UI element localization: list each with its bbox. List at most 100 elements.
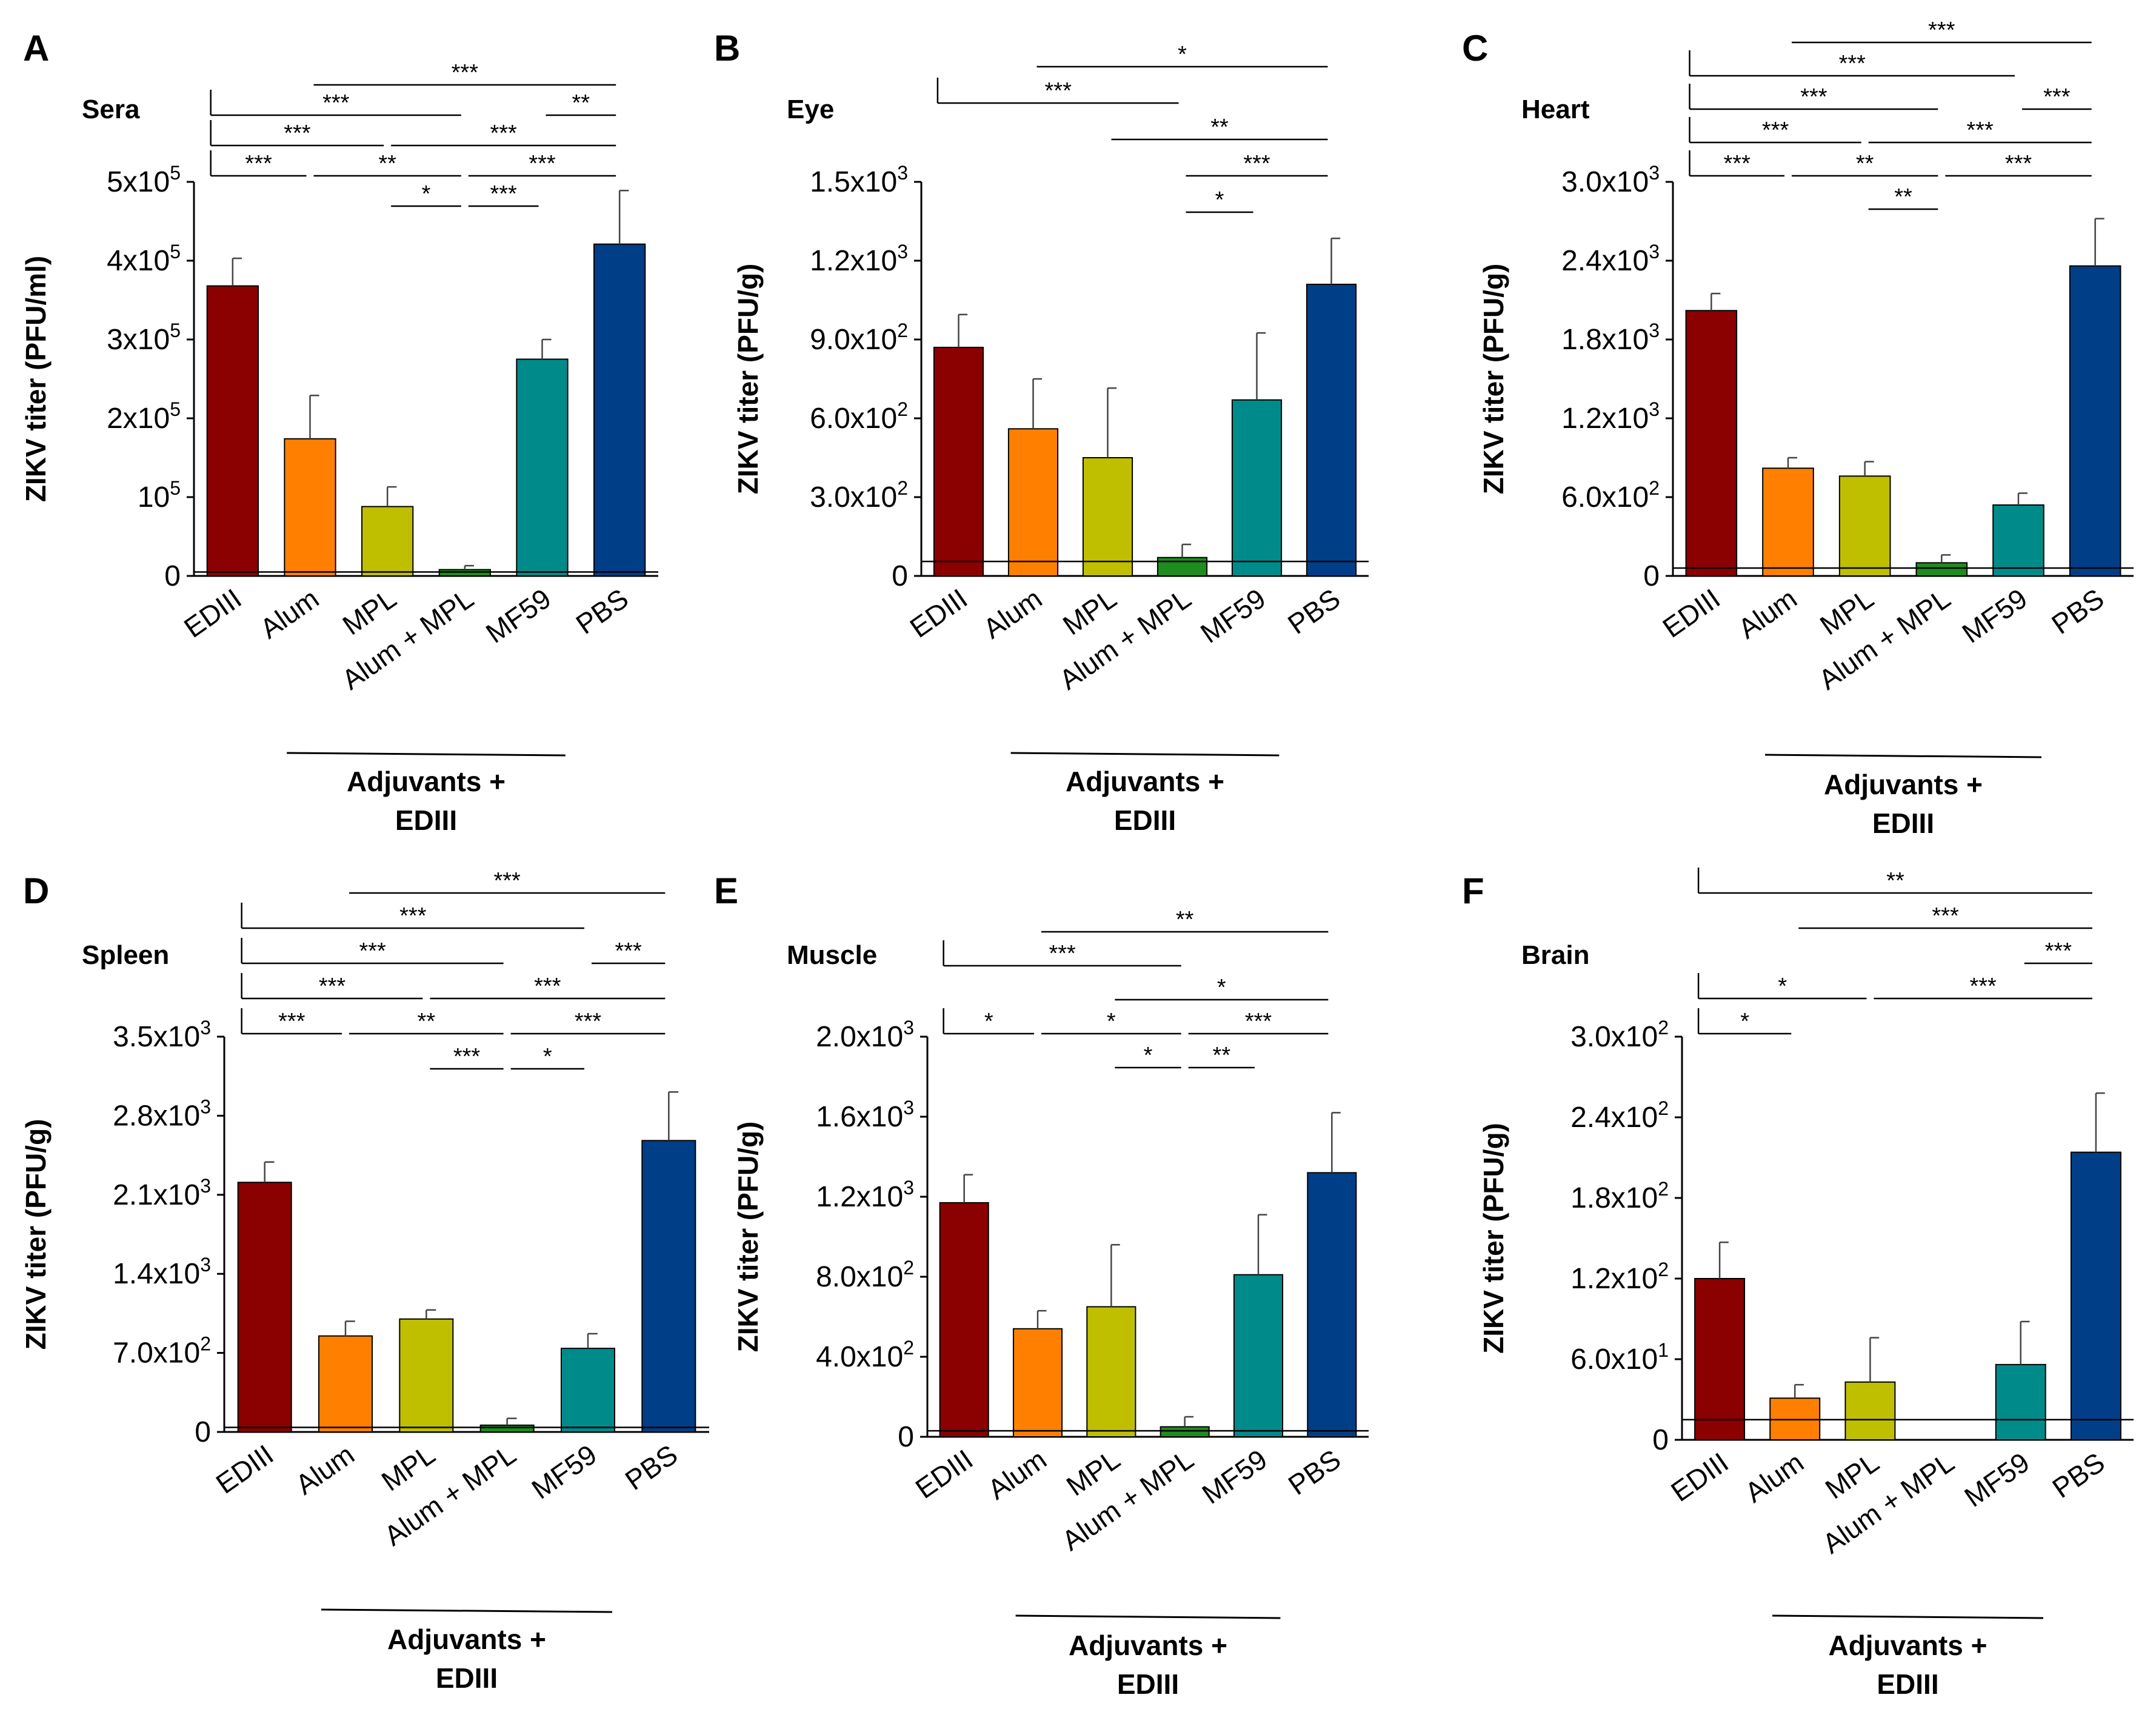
- y-tick-label: 1.2x103: [1561, 398, 1660, 435]
- group-line: [321, 1608, 613, 1613]
- panel-letter: D: [23, 871, 49, 911]
- y-tick-label: 1.5x103: [810, 162, 908, 198]
- group-label-line2: EDIII: [395, 804, 457, 836]
- significance-label: ***: [2045, 938, 2072, 964]
- y-tick-label: 1.2x103: [816, 1177, 914, 1213]
- category-label: EDIII: [904, 583, 973, 644]
- bar-mpl: [1082, 457, 1133, 577]
- significance-label: ***: [453, 1044, 481, 1069]
- significance-label: ***: [319, 974, 346, 999]
- bar-pbs: [1306, 284, 1357, 577]
- significance-label: ***: [490, 181, 517, 207]
- y-tick-label: 1.2x103: [810, 241, 908, 277]
- group-label-line2: EDIII: [1872, 808, 1934, 839]
- panel-letter: F: [1462, 871, 1484, 911]
- significance-label: ***: [490, 121, 517, 146]
- significance-label: **: [1886, 868, 1904, 894]
- y-tick-label: 8.0x102: [816, 1257, 914, 1293]
- bar-mf59: [1233, 1274, 1284, 1437]
- significance-label: ***: [615, 938, 642, 964]
- panel-b: B Eye ZIKV titer (PFU/g) 0 3.0x102 6.0x102 9.0…: [714, 28, 1369, 836]
- significance-label: ***: [284, 121, 311, 146]
- y-tick-label: 2.4x103: [1561, 241, 1660, 277]
- category-label: Alum: [290, 1439, 360, 1501]
- significance-label: ***: [1245, 1009, 1272, 1034]
- significance-label: *: [1778, 974, 1787, 999]
- y-tick-label: 1.8x103: [1561, 319, 1660, 356]
- group-line: [1015, 1614, 1281, 1619]
- bar-pbs: [641, 1140, 696, 1433]
- y-tick-label: 3.5x103: [113, 1017, 211, 1053]
- y-tick-label: 1.6x103: [816, 1097, 914, 1133]
- significance-label: ***: [1932, 903, 1959, 929]
- significance-label: *: [422, 181, 431, 207]
- significance-label: ***: [1762, 118, 1789, 143]
- y-tick-label: 7.0x102: [113, 1333, 211, 1370]
- bar-ediii: [1685, 310, 1738, 577]
- y-tick-label: 2.0x103: [816, 1017, 914, 1053]
- category-label: PBS: [619, 1439, 683, 1496]
- bar-pbs: [593, 243, 646, 577]
- bar-ediii: [1694, 1278, 1746, 1440]
- panel-letter: E: [714, 871, 738, 911]
- significance-label: ***: [452, 60, 479, 85]
- significance-label: ***: [1966, 118, 1994, 143]
- tissue-name: Spleen: [82, 940, 169, 970]
- group-label-line1: Adjuvants +: [1066, 766, 1224, 797]
- y-tick-label: 6.0x102: [810, 398, 908, 435]
- significance-label: **: [378, 151, 396, 176]
- significance-label: ***: [1045, 78, 1072, 104]
- significance-label: ***: [359, 938, 386, 964]
- group-label-line2: EDIII: [1117, 1668, 1179, 1700]
- category-label: MF59: [1958, 1446, 2035, 1513]
- significance-label: **: [1210, 115, 1229, 140]
- significance-label: ***: [493, 868, 521, 894]
- y-tick-label: 1.8x102: [1570, 1178, 1669, 1214]
- category-label: PBS: [2046, 583, 2109, 640]
- bar-ediii: [206, 285, 259, 577]
- significance-label: **: [1176, 907, 1194, 932]
- significance-label: ***: [534, 974, 561, 999]
- y-tick-label: 5x105: [107, 162, 181, 198]
- significance-label: ***: [2005, 151, 2032, 176]
- y-tick-label: 3.0x102: [810, 477, 908, 513]
- significance-label: **: [418, 1009, 436, 1034]
- significance-label: ***: [322, 90, 350, 116]
- significance-label: **: [572, 90, 590, 116]
- bar-mpl: [361, 506, 414, 577]
- significance-label: **: [1213, 1043, 1231, 1068]
- bar-alum: [318, 1335, 373, 1433]
- y-tick-label: 4.0x102: [816, 1337, 914, 1373]
- category-label: PBS: [570, 583, 634, 640]
- significance-label: *: [1144, 1043, 1153, 1068]
- tissue-name: Sera: [82, 95, 140, 124]
- significance-label: ***: [529, 151, 556, 176]
- significance-label: ***: [2043, 84, 2071, 110]
- group-label-line2: EDIII: [1114, 804, 1176, 836]
- significance-label: ***: [1800, 84, 1827, 110]
- y-tick-label: 2.4x102: [1570, 1097, 1669, 1134]
- tissue-name: Heart: [1521, 95, 1590, 124]
- bar-mf59: [561, 1348, 615, 1433]
- category-label: MF59: [480, 583, 556, 649]
- y-tick-label: 0: [892, 560, 908, 592]
- category-label: Alum: [978, 583, 1048, 645]
- category-label: MF59: [1196, 1443, 1273, 1510]
- significance-label: ***: [1049, 941, 1076, 966]
- significance-label: *: [1217, 975, 1226, 1000]
- group-label-line2: EDIII: [1877, 1668, 1938, 1700]
- y-tick-label: 3.0x103: [1561, 162, 1660, 198]
- panel-d: D Spleen ZIKV titer (PFU/g) 0 7.0x102 1.4x103…: [20, 868, 709, 1694]
- significance-label: ***: [1839, 51, 1866, 76]
- y-tick-label: 105: [138, 477, 181, 513]
- category-label: Alum: [255, 583, 325, 645]
- significance-label: ***: [245, 151, 272, 176]
- tissue-name: Eye: [787, 95, 834, 124]
- panel-a: A Sera ZIKV titer (PFU/ml) 0 105 2x105 3x105 4x…: [20, 28, 658, 836]
- y-tick-label: 1.4x103: [113, 1254, 211, 1290]
- significance-label: **: [1894, 184, 1912, 210]
- bar-mpl: [399, 1318, 454, 1433]
- group-label-line1: Adjuvants +: [387, 1624, 546, 1655]
- category-label: PBS: [1282, 583, 1346, 640]
- bar-alum: [284, 438, 336, 577]
